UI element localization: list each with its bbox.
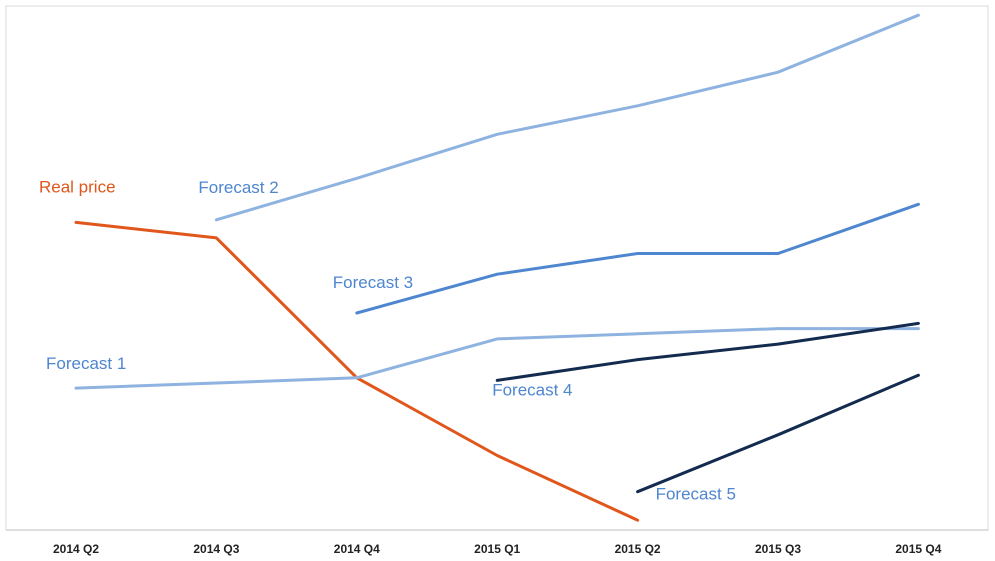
x-tick-label: 2014 Q4 bbox=[334, 542, 380, 556]
x-tick-label: 2015 Q1 bbox=[474, 542, 520, 556]
x-tick-label: 2014 Q2 bbox=[53, 542, 99, 556]
series-line-forecast-5 bbox=[636, 373, 920, 494]
series-label-forecast-5: Forecast 5 bbox=[656, 485, 736, 504]
series-label-forecast-1: Forecast 1 bbox=[46, 354, 126, 373]
series-line-forecast-1 bbox=[74, 327, 920, 390]
series-label-real-price: Real price bbox=[39, 177, 116, 196]
series-line-forecast-3 bbox=[355, 202, 920, 315]
x-tick-label: 2014 Q3 bbox=[193, 542, 239, 556]
x-tick-label: 2015 Q3 bbox=[755, 542, 801, 556]
x-tick-label: 2015 Q2 bbox=[615, 542, 661, 556]
series-line-forecast-2 bbox=[214, 13, 920, 222]
series-label-forecast-2: Forecast 2 bbox=[198, 178, 278, 197]
plot-area-frame bbox=[5, 5, 989, 531]
x-tick-label: 2015 Q4 bbox=[895, 542, 941, 556]
series-label-forecast-3: Forecast 3 bbox=[333, 273, 413, 292]
series-label-forecast-4: Forecast 4 bbox=[492, 380, 572, 399]
series-line-forecast-4 bbox=[495, 321, 920, 382]
